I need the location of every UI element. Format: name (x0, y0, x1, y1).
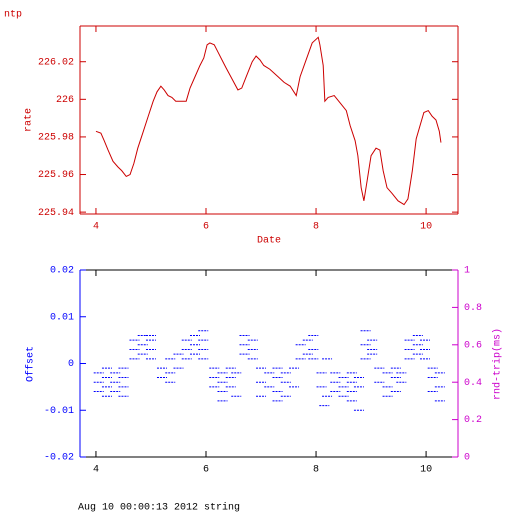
y2-tick-label: 0.8 (464, 303, 482, 314)
x-tick-label: 10 (420, 465, 432, 476)
y2-tick-label: 0.2 (464, 415, 482, 426)
y-axis-label: Offset (25, 346, 37, 382)
y2-tick-label: 1 (464, 266, 470, 277)
footer: Aug 10 00:00:13 2012 string (78, 502, 240, 512)
y-tick-label: 0 (68, 359, 74, 370)
y2-tick-label: 0 (464, 453, 470, 464)
y-tick-label: -0.02 (44, 453, 74, 464)
y-tick-label: 225.98 (38, 133, 74, 144)
data-line (95, 36, 442, 206)
x-tick-label: 6 (203, 465, 209, 476)
chart-title: ntp (4, 10, 22, 21)
y-tick-label: 226 (56, 95, 74, 106)
y-tick-label: 225.96 (38, 170, 74, 181)
x-axis-label: Date (257, 236, 281, 247)
y-tick-label: 0.02 (50, 266, 74, 277)
y-tick-label: 0.01 (50, 312, 74, 323)
x-tick-label: 8 (313, 222, 319, 233)
x-tick-label: 4 (93, 222, 99, 233)
x-tick-label: 6 (203, 222, 209, 233)
x-tick-label: 4 (93, 465, 99, 476)
y2-axis-label: rnd-trip(ms) (492, 328, 504, 400)
y-tick-label: 225.94 (38, 208, 74, 219)
y-tick-label: -0.01 (44, 406, 74, 417)
y-tick-label: 226.02 (38, 57, 74, 68)
x-tick-label: 10 (420, 222, 432, 233)
y2-tick-label: 0.6 (464, 340, 482, 351)
x-tick-label: 8 (313, 465, 319, 476)
y2-tick-label: 0.4 (464, 378, 482, 389)
y-axis-label: rate (24, 108, 35, 132)
